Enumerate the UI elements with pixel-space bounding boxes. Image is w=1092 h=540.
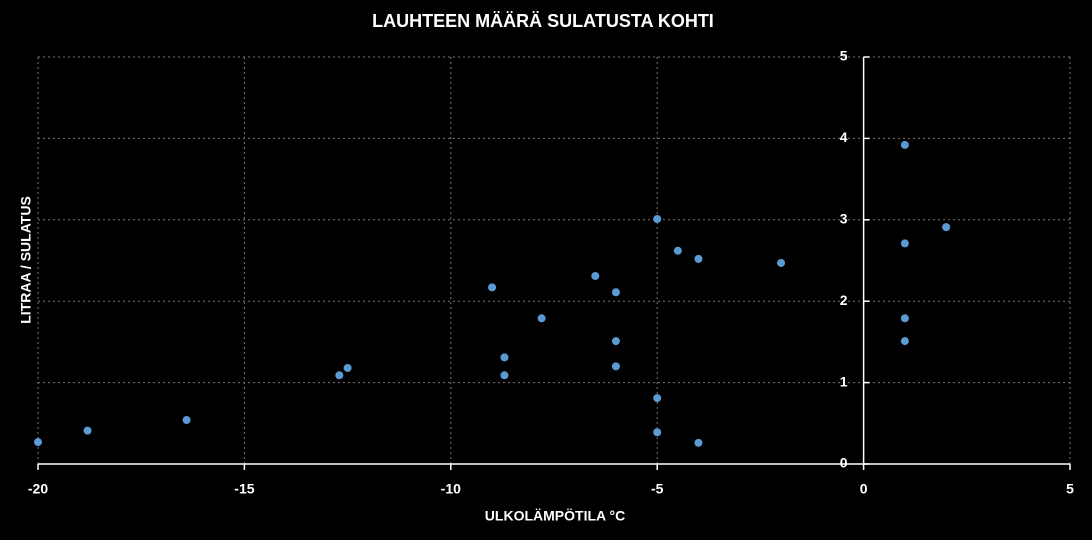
point [611,362,620,371]
point [591,271,600,280]
y-tick-label: 1 [840,373,848,389]
point [694,254,703,263]
point [500,353,509,362]
point [942,223,951,232]
y-tick-label: 0 [840,455,848,471]
point [611,337,620,346]
x-tick-label: 0 [860,481,868,497]
x-axis-label: ULKOLÄMPÖTILA °C [485,508,625,524]
y-tick-label: 5 [840,48,848,64]
y-axis-label: LITRAA / SULATUS [18,196,34,324]
point [343,363,352,372]
point [500,371,509,380]
x-tick-label: -10 [441,481,461,497]
point [777,258,786,267]
chart-title: LAUHTEEN MÄÄRÄ SULATUSTA KOHTI [372,11,714,31]
point [488,283,497,292]
x-tick-label: 5 [1066,481,1074,497]
point [537,314,546,323]
point [900,140,909,149]
point [694,438,703,447]
x-tick-label: -20 [28,481,48,497]
point [182,416,191,425]
point [653,428,662,437]
y-tick-label: 2 [840,292,848,308]
point [611,288,620,297]
point [900,239,909,248]
point [34,438,42,447]
point [900,337,909,346]
point [900,314,909,323]
point [83,426,92,435]
point [653,214,662,223]
point [335,371,344,380]
y-tick-label: 3 [840,211,848,227]
y-tick-label: 4 [840,129,848,145]
point [673,246,682,255]
x-tick-label: -5 [651,481,664,497]
x-tick-label: -15 [234,481,254,497]
point [653,394,662,403]
